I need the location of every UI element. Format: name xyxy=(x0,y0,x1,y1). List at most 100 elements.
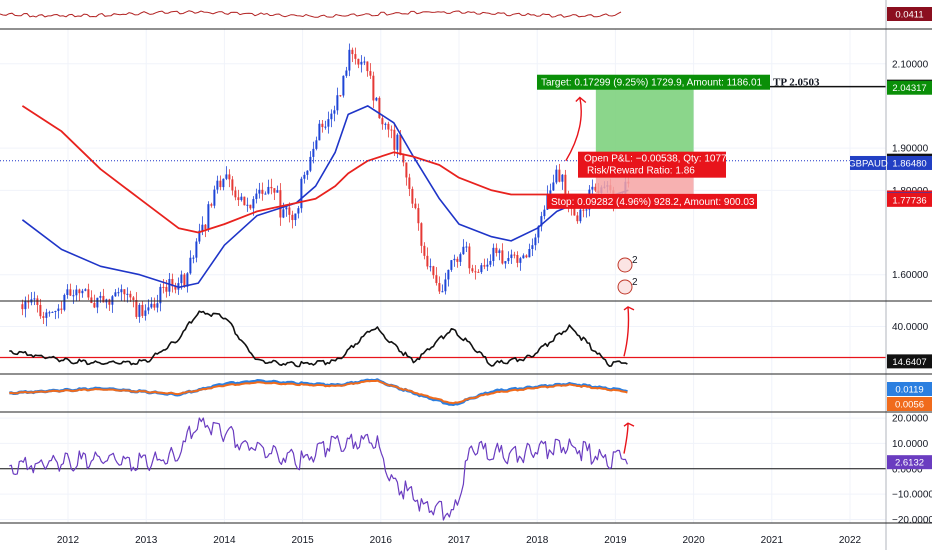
top-indicator-pane xyxy=(0,10,622,18)
open-pnl-box[interactable] xyxy=(578,151,726,178)
candle-body xyxy=(264,193,267,195)
candle-body xyxy=(456,258,459,262)
candle-body xyxy=(240,196,243,201)
candle-body xyxy=(204,224,207,230)
candle-body xyxy=(135,299,138,317)
stop-price-badge-3 xyxy=(887,192,932,207)
candle-body xyxy=(492,247,495,261)
target-price-badge-2 xyxy=(887,80,932,95)
candle-body xyxy=(327,119,330,127)
event-flag-icon-2[interactable] xyxy=(617,279,633,295)
candle-body xyxy=(21,304,24,310)
candle-body xyxy=(459,254,462,262)
candle-body xyxy=(129,293,132,298)
candle-body xyxy=(162,286,165,288)
candle-body xyxy=(471,268,474,272)
candle-body xyxy=(594,186,597,191)
osc3-badge-text: 2.6132 xyxy=(895,458,924,469)
candle-body xyxy=(249,204,252,209)
candle-body xyxy=(219,180,222,188)
symbol-price-badge xyxy=(887,155,932,170)
candle-body xyxy=(435,275,438,284)
candle-body xyxy=(132,297,135,300)
price-tick-3: 1.60000 xyxy=(892,270,929,281)
candle-body xyxy=(282,209,285,218)
candle-body xyxy=(291,214,294,221)
target-zone[interactable] xyxy=(595,84,694,165)
candle-body xyxy=(312,148,315,157)
grid xyxy=(0,29,886,523)
candle-body xyxy=(396,134,399,150)
candle-body xyxy=(339,95,342,97)
candle-body xyxy=(78,289,81,294)
osc2-fast-line xyxy=(9,378,628,406)
osc3-tick-0: 20.0000 xyxy=(892,414,929,425)
candle-body xyxy=(165,286,168,292)
stop-label: Stop: 0.09282 (4.96%) 928.2, Amount: 900… xyxy=(551,197,755,208)
candle-body xyxy=(114,292,117,297)
candle-body xyxy=(186,273,189,287)
candle-body xyxy=(462,246,465,255)
candle-body xyxy=(402,155,405,163)
position-annotations[interactable]: Target: 0.17299 (9.25%) 1729.9, Amount: … xyxy=(537,74,820,295)
x-tick-2017: 2017 xyxy=(448,535,471,546)
candle-body xyxy=(255,193,258,200)
stop-label-box[interactable] xyxy=(547,193,757,209)
candle-body xyxy=(246,204,249,206)
candle-body xyxy=(147,307,150,311)
candle-body xyxy=(519,258,522,263)
candle-body xyxy=(120,289,123,293)
candle-body xyxy=(384,123,387,125)
hand-drawn-arrow-price xyxy=(565,96,587,162)
candle-body xyxy=(348,49,351,71)
candle-body xyxy=(45,312,48,318)
tp-label: TP 2.0503 xyxy=(773,77,820,89)
candle-body xyxy=(309,156,312,171)
candle-body xyxy=(84,289,87,291)
x-tick-2012: 2012 xyxy=(57,535,80,546)
time-axis[interactable]: 2012 2013 2014 2015 2016 2017 2018 2019 2020 2021… xyxy=(57,535,862,546)
candle-body xyxy=(57,308,60,311)
candle-body xyxy=(321,123,324,128)
candle-body xyxy=(354,54,357,59)
target-label-box[interactable] xyxy=(537,74,770,90)
candle-body xyxy=(591,186,594,190)
oscillator-pane-3[interactable] xyxy=(0,417,886,521)
candle-body xyxy=(267,186,270,194)
candle-body xyxy=(390,129,393,131)
candle-body xyxy=(441,291,444,293)
candle-body xyxy=(138,304,141,317)
oscillator-pane-2[interactable] xyxy=(9,378,628,406)
candle-body xyxy=(561,174,564,182)
oscillator-pane-1[interactable] xyxy=(0,306,886,368)
candle-body xyxy=(558,169,561,182)
event-flag-icon-1[interactable] xyxy=(617,257,633,273)
candle-body xyxy=(150,303,153,308)
candle-body xyxy=(573,208,576,216)
candle-body xyxy=(477,271,480,273)
candle-body xyxy=(387,123,390,130)
candle-body xyxy=(63,294,66,310)
osc1-tick-0: 40.0000 xyxy=(892,322,929,333)
candle-body xyxy=(306,170,309,175)
candle-body xyxy=(207,204,210,230)
candle-body xyxy=(228,174,231,180)
osc1-line xyxy=(9,310,628,368)
price-tick-1: 1.90000 xyxy=(892,144,929,155)
x-tick-2014: 2014 xyxy=(213,535,236,546)
candle-body xyxy=(231,179,234,191)
candle-body xyxy=(117,292,120,294)
candle-body xyxy=(534,237,537,246)
candle-body xyxy=(51,311,54,313)
candle-body xyxy=(318,123,321,141)
candle-body xyxy=(543,209,546,217)
price-axis[interactable]: 0.04112.100001.900001.800001.600002.0456… xyxy=(848,7,932,526)
candle-body xyxy=(351,49,354,55)
candle-body xyxy=(48,312,51,314)
candle-body xyxy=(576,215,579,222)
candle-body xyxy=(516,255,519,263)
candle-body xyxy=(276,190,279,193)
osc1-badge xyxy=(887,354,932,369)
candle-body xyxy=(381,118,384,125)
